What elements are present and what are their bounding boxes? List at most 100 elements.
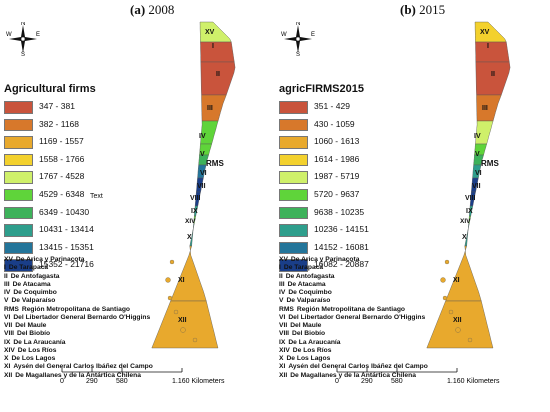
scale-tick: 580	[116, 378, 128, 385]
legend-range: 1767 - 4528	[39, 171, 85, 182]
region-code: XV	[279, 256, 288, 263]
region-name-item: IV De Coquimbo	[4, 289, 219, 297]
legend-swatch	[279, 259, 308, 272]
region-v	[474, 143, 487, 156]
region-label-xv: XV	[205, 29, 215, 36]
legend-swatch	[279, 118, 308, 132]
compass-rose-icon: N S W E	[281, 22, 315, 56]
region-code: III	[279, 280, 285, 288]
region-name: De Coquimbo	[288, 289, 332, 296]
compass-w: W	[281, 32, 287, 38]
region-rms	[198, 154, 209, 166]
region-viii	[469, 191, 476, 207]
region-name-item: XV De Arica y Parinacota	[4, 256, 219, 264]
region-name: Aysén del General Carlos Ibáñez del Camp…	[13, 363, 153, 371]
region-code: VII	[279, 322, 288, 329]
region-label-xv: XV	[480, 29, 490, 36]
legend-swatch	[4, 241, 33, 255]
legend-range: 1060 - 1613	[314, 136, 360, 147]
region-name-item: IX De La Araucanía	[4, 339, 219, 347]
compass-n: N	[296, 22, 300, 27]
region-code: III	[4, 280, 10, 288]
region-label-iv: IV	[474, 133, 481, 140]
region-name-item: III De Atacama	[279, 281, 494, 289]
region-name-item: VII Del Maule	[4, 322, 219, 330]
legend-range: 13415 - 15351	[39, 241, 94, 252]
region-label-ix: IX	[191, 208, 198, 215]
region-ix	[194, 205, 199, 217]
legend-note: Text	[90, 193, 103, 200]
region-name: De Atacama	[12, 280, 51, 288]
region-label-v: V	[200, 151, 205, 158]
scale-tick: 0	[60, 378, 64, 385]
region-code: VIII	[4, 330, 15, 338]
region-x	[189, 223, 195, 247]
legend-swatch	[279, 101, 308, 114]
region-label-i: I	[212, 43, 214, 50]
region-name-item: VIII Del Biobío	[4, 330, 219, 338]
compass-rose-icon: N S W E	[6, 22, 40, 56]
region-name: De Magallanes y de la Antártica Chilena	[15, 371, 141, 379]
region-name: Región Metropolitana de Santiago	[296, 305, 405, 313]
region-name-item: I De Tarapacá	[4, 264, 219, 272]
region-name: De Antofagasta	[285, 272, 335, 280]
legend-range: 6349 - 10430	[39, 206, 90, 217]
region-code: X	[279, 355, 284, 362]
region-name: Del Libertador General Bernardo O'Higgin…	[13, 313, 151, 321]
legend-swatch	[4, 153, 33, 167]
scale-tick: 0	[335, 378, 339, 385]
scale-tick: 580	[391, 378, 403, 385]
region-xv	[199, 21, 232, 43]
panel-title: (a) 2008	[130, 2, 174, 18]
region-label-vi: VI	[200, 170, 207, 177]
region-code: XI	[279, 363, 286, 371]
compass-e: E	[36, 32, 40, 38]
region-name-item: VIII Del Biobío	[279, 330, 494, 338]
panel-letter: (b)	[400, 2, 416, 17]
region-code: VII	[4, 322, 13, 329]
region-xv	[474, 21, 507, 43]
legend-range: 1169 - 1557	[39, 136, 84, 147]
region-name-item: II De Antofagasta	[4, 273, 219, 281]
panel-year: 2015	[419, 2, 446, 17]
region-name-item: X De Los Lagos	[4, 355, 219, 363]
region-vi	[472, 164, 482, 179]
compass-s: S	[296, 52, 300, 56]
legend-swatch	[279, 241, 308, 255]
region-name: De Antofagasta	[10, 272, 60, 280]
panel-2008: (a) 2008 N S W E Agricultural firms 347 …	[4, 2, 236, 385]
region-code: RMS	[4, 305, 19, 313]
region-label-vi: VI	[475, 170, 482, 177]
region-label-ix: IX	[466, 208, 473, 215]
region-name: Del Biobío	[292, 330, 326, 338]
region-code: XIV	[279, 346, 290, 354]
region-code: II	[4, 272, 8, 280]
region-name-item: V De Valparaíso	[279, 297, 494, 305]
region-name: De Los Lagos	[286, 355, 331, 362]
region-name-item: IV De Coquimbo	[279, 289, 494, 297]
legend-swatch	[4, 118, 33, 132]
legend-swatch	[4, 206, 33, 220]
region-iv	[475, 120, 494, 145]
region-code: XI	[4, 363, 11, 371]
region-code: XV	[4, 256, 13, 263]
region-name: De La Araucanía	[288, 338, 341, 346]
region-code: X	[4, 355, 9, 362]
region-code: V	[4, 297, 9, 305]
region-label-vii: VII	[472, 183, 481, 190]
region-name-item: RMS Región Metropolitana de Santiago	[279, 306, 494, 314]
region-name-item: X De Los Lagos	[279, 355, 494, 363]
scale-end-label: 1.160 Kilometers	[172, 378, 225, 385]
region-name: Región Metropolitana de Santiago	[21, 305, 130, 313]
region-name-item: XII De Magallanes y de la Antártica Chile…	[4, 372, 219, 380]
region-v	[199, 143, 212, 156]
panel-2015: (b) 2015 N S W E agricFIRMS2015 351 - 42…	[275, 0, 550, 412]
legend-swatch	[279, 171, 308, 184]
legend-swatch	[4, 259, 33, 272]
legend-range: 10236 - 14151	[314, 224, 369, 235]
legend-range: 9638 - 10235	[314, 206, 365, 217]
region-rms	[473, 154, 484, 166]
region-code: V	[279, 297, 284, 305]
region-label-x: X	[462, 234, 467, 241]
region-xiv	[193, 215, 197, 225]
